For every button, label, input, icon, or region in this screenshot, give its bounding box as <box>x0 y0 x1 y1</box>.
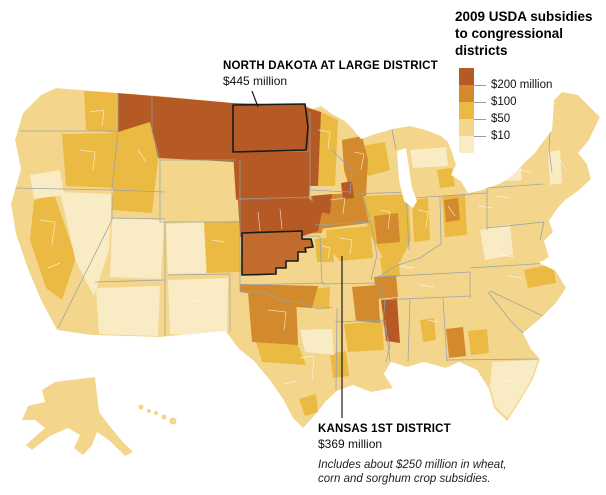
region-alaska <box>22 377 133 456</box>
tick-line <box>474 118 486 120</box>
region-michigan-thumb <box>437 168 455 188</box>
region-florida-peninsula <box>490 360 538 418</box>
region-south-alabama <box>420 318 436 342</box>
legend-swatch-100-200m <box>459 85 474 102</box>
tick-line <box>474 84 486 86</box>
region-east-washington <box>84 91 118 133</box>
region-west-kentucky <box>380 256 400 278</box>
annotation-kansas-note-line1: Includes about $250 million in wheat, <box>318 459 507 471</box>
tick-line <box>474 135 486 137</box>
districts-100-200m <box>240 136 466 358</box>
region-east-arkansas <box>352 285 380 323</box>
legend-label-100m: $100 <box>491 96 517 108</box>
region-west-indiana <box>412 198 430 242</box>
legend-swatch-50-100m <box>459 102 474 119</box>
legend-scale: $200 million $100 $50 $10 <box>455 68 605 163</box>
highlight-kansas-1st-district <box>241 230 314 276</box>
annotation-kansas: KANSAS 1ST DISTRICT $369 million Include… <box>318 423 507 486</box>
region-utah <box>110 218 164 279</box>
annotation-north-dakota: NORTH DAKOTA AT LARGE DISTRICT $445 mill… <box>223 60 438 88</box>
annotation-kansas-note-line2: corn and sorghum crop subsidies. <box>318 473 491 485</box>
annotation-kansas-value: $369 million <box>318 437 383 451</box>
region-north-michigan <box>410 147 448 168</box>
highlight-north-dakota-district <box>232 103 309 153</box>
region-texas-panhandle <box>248 292 298 345</box>
legend-tick-10m: $10 <box>474 130 510 142</box>
legend-swatch-over-200m <box>459 68 474 85</box>
region-gulf-texas <box>330 351 349 378</box>
region-montana <box>118 93 236 162</box>
region-hawaii <box>138 404 177 425</box>
region-east-north-carolina <box>524 264 556 288</box>
annotation-kansas-note: Includes about $250 million in wheat, co… <box>318 458 507 486</box>
region-northwest-ohio <box>444 198 460 222</box>
region-nevada <box>60 192 112 296</box>
annotation-north-dakota-value: $445 million <box>223 74 288 88</box>
legend-tick-50m: $50 <box>474 113 510 125</box>
legend-title-line1: 2009 USDA subsidies <box>455 9 593 24</box>
region-missouri <box>326 226 373 261</box>
legend-label-10m: $10 <box>491 130 511 142</box>
region-central-wisconsin <box>362 142 390 176</box>
region-north-california <box>30 170 64 199</box>
region-east-oregon <box>62 133 118 188</box>
legend-label-200m: $200 million <box>491 79 553 91</box>
north-dakota-leader-line <box>251 90 259 108</box>
tick-line <box>474 101 486 103</box>
legend-swatch-under-10m <box>459 136 474 153</box>
legend-tick-200m: $200 million <box>474 79 552 91</box>
region-central-texas <box>256 342 306 365</box>
region-arizona <box>96 286 160 336</box>
region-southwest-georgia <box>446 327 466 358</box>
legend-tick-100m: $100 <box>474 96 517 108</box>
annotation-north-dakota-name: NORTH DAKOTA AT LARGE DISTRICT <box>223 60 438 72</box>
region-west-colorado <box>166 222 206 274</box>
legend-swatch-10-50m <box>459 119 474 136</box>
annotation-kansas-name: KANSAS 1ST DISTRICT <box>318 423 451 435</box>
region-west-minnesota <box>305 107 321 186</box>
region-east-texas <box>300 329 334 355</box>
legend-title: 2009 USDA subsidies to congressional dis… <box>455 8 605 59</box>
region-new-mexico <box>168 278 228 336</box>
legend-label-50m: $50 <box>491 113 511 125</box>
region-north-louisiana <box>344 321 384 352</box>
region-west-virginia <box>480 224 513 260</box>
region-central-illinois <box>374 213 400 244</box>
region-east-colorado <box>204 221 241 273</box>
region-east-kansas <box>315 237 334 262</box>
region-nebraska <box>238 198 322 237</box>
legend: 2009 USDA subsidies to congressional dis… <box>455 8 605 163</box>
region-west-wisconsin <box>342 136 368 196</box>
legend-title-line2: to congressional districts <box>455 26 564 58</box>
legend-color-bar <box>459 68 474 153</box>
lake-michigan <box>397 148 417 208</box>
districts-under-10m <box>30 147 562 418</box>
region-south-texas <box>299 394 318 416</box>
region-new-hampshire <box>548 150 562 185</box>
region-southwest-wisconsin <box>341 181 354 199</box>
district-boundary-lines <box>39 109 567 385</box>
region-west-tennessee <box>374 275 398 299</box>
region-northwest-iowa <box>312 194 332 214</box>
region-georgia-gold <box>468 329 489 355</box>
